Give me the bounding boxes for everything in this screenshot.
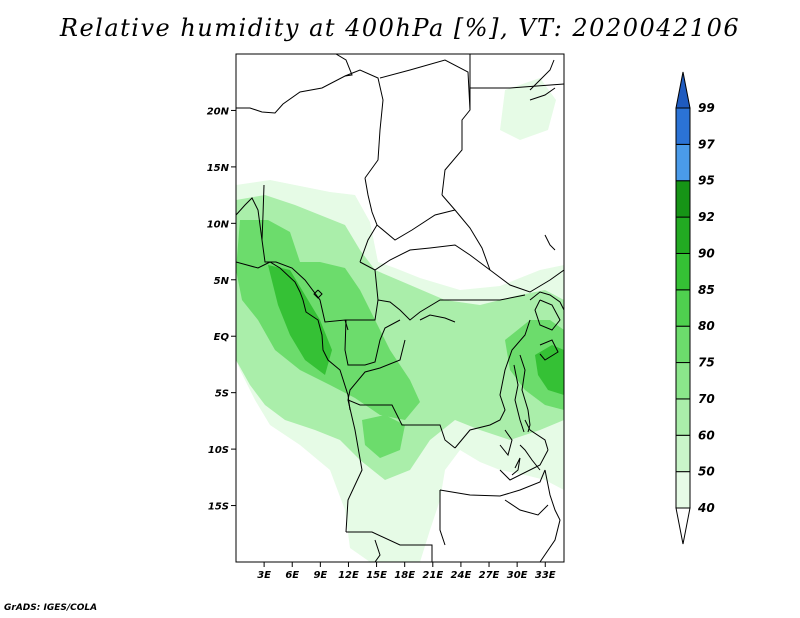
colorbar-label: 50 [698,465,715,479]
border-line [344,69,384,179]
lat-tick-label: 5N [214,276,230,287]
border-line [359,244,491,271]
border-line [529,59,555,91]
humidity-contour-75-south [362,415,405,458]
lake-victoria [534,299,561,331]
lat-tick-label: 10N [207,219,230,230]
colorbar-label: 99 [698,101,715,115]
border-line [344,319,401,366]
border-line [379,59,471,196]
border-line [346,531,433,562]
colorbar-label: 80 [698,319,715,333]
lat-tick-label: 10S [208,445,229,456]
border-line [529,291,564,311]
border-line [499,429,513,457]
colorbar-label: 70 [698,392,715,406]
coastline [236,261,351,411]
lake-line [519,444,541,471]
humidity-contour-85 [268,265,332,375]
border-line [524,419,549,451]
colorbar-swatch [675,180,691,218]
colorbar-swatch [675,398,691,436]
colorbar-label: 95 [698,174,715,188]
border-line [439,469,546,497]
lat-tick-label: 20N [207,106,230,117]
border-line [504,499,549,516]
border-line [539,339,559,361]
lake-tanganyika [519,354,531,433]
lon-axis: 3E 6E 9E 12E 15E 18E 21E 24E 27E 30E 33E [257,562,556,581]
country-borders [236,54,564,562]
island-bioko [313,289,323,299]
lat-tick-label: EQ [214,332,230,343]
colorbar-label: 60 [698,428,715,442]
colorbar-lower-arrow [675,507,691,545]
lat-tick-label: 15S [208,502,229,513]
humidity-field [236,78,564,562]
humidity-contour-40-north [500,78,556,140]
border-line [529,87,556,101]
border-line [347,339,456,449]
colorbar-label: 92 [698,210,715,224]
lat-tick-label: 5S [215,389,229,400]
border-line [511,457,521,476]
border-line [374,539,381,562]
colorbar-swatch [675,325,691,364]
colorbar-label: 90 [698,246,715,260]
lon-tick-label: 30E [507,570,528,581]
border-line [544,234,556,251]
colorbar-swatch [675,216,691,254]
colorbar-label: 75 [698,356,715,370]
plot-frame [235,53,565,563]
lon-tick-label: 9E [313,570,327,581]
lon-tick-label: 15E [366,570,387,581]
colorbar-label: 40 [697,501,715,515]
border-line [345,269,379,321]
colorbar-swatch [675,289,691,327]
border-line [359,177,378,263]
lon-tick-label: 12E [338,570,359,581]
border-line [261,184,349,331]
colorbar-swatch [675,252,691,291]
border-line [439,490,446,546]
grads-credit: GrADS: IGES/COLA [4,603,98,613]
colorbar: 40 50 60 70 75 80 85 90 92 95 97 99 [675,71,715,545]
border-line [499,449,549,481]
colorbar-swatch [675,434,691,473]
border-line [539,469,561,562]
border-line [236,197,263,241]
lat-tick-label: 15N [207,163,230,174]
colorbar-swatch [675,107,691,145]
colorbar-label: 85 [698,283,715,297]
lon-tick-label: 21E [422,570,443,581]
lon-tick-label: 6E [285,570,299,581]
humidity-contour-85-east [535,345,564,395]
border-line [345,399,363,533]
lon-tick-label: 3E [257,570,271,581]
lake-tanganyika [513,364,525,433]
border-line [376,209,456,241]
colorbar-label: 97 [698,137,715,151]
colorbar-upper-arrow [675,71,691,109]
lon-tick-label: 18E [394,570,415,581]
border-line [377,294,526,321]
border-line [419,314,456,323]
lon-tick-label: 24E [451,570,472,581]
colorbar-swatch [675,362,691,400]
border-line [470,83,564,89]
border-line [236,54,353,114]
lon-tick-label: 33E [535,570,556,581]
lat-axis: 20N 15N 10N 5N EQ 5S 10S 15S [207,106,236,513]
map-title: Relative humidity at 400hPa [%], VT: 202… [59,14,741,42]
border-line [454,319,531,449]
lon-tick-label: 27E [479,570,500,581]
colorbar-swatch [675,471,691,509]
colorbar-swatch [675,143,691,182]
